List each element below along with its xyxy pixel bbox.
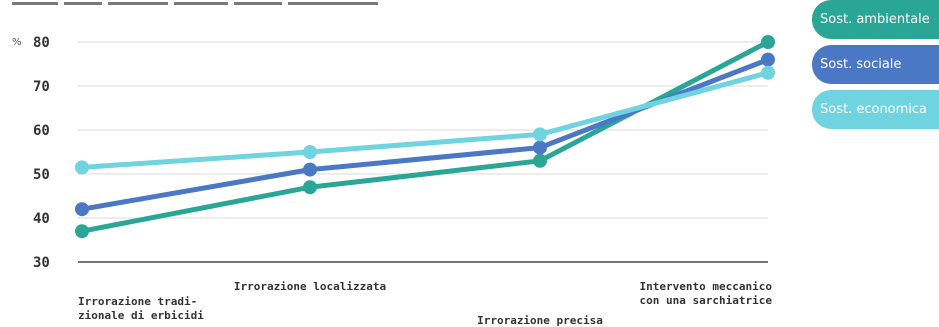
y-tick-label: 50 <box>33 167 50 183</box>
series-lines <box>79 39 771 234</box>
y-axis-unit: % <box>12 37 22 48</box>
legend: Sost. ambientale Sost. sociale Sost. econo… <box>812 0 939 129</box>
data-point <box>303 145 317 159</box>
category-label: Irrorazione tradi-zionale di erbicidi <box>78 295 204 322</box>
data-point <box>75 160 89 175</box>
data-point <box>761 35 775 49</box>
data-point <box>761 65 775 80</box>
data-point <box>533 140 547 155</box>
cropped-title <box>12 0 412 5</box>
series-line <box>79 39 771 234</box>
y-tick-label: 40 <box>33 211 50 227</box>
legend-item: Sost. economica <box>812 90 939 129</box>
data-point <box>533 127 547 142</box>
category-labels: Irrorazione tradi-zionale di erbicidi Irr… <box>78 280 772 327</box>
category-label: Intervento meccanico con una sarchiatrice <box>640 280 773 307</box>
legend-item: Sost. ambientale <box>812 0 939 39</box>
data-point <box>533 153 547 168</box>
data-point <box>75 202 89 217</box>
data-point <box>75 224 89 239</box>
category-label: Irrorazione localizzata <box>234 280 386 293</box>
gridlines <box>78 41 768 263</box>
series-line <box>79 57 771 212</box>
series-line <box>79 70 771 170</box>
data-point <box>761 52 775 67</box>
data-point <box>303 162 317 177</box>
y-tick-labels: 30 40 50 60 70 80 <box>33 35 50 271</box>
legend-item: Sost. sociale <box>812 45 939 84</box>
y-tick-label: 80 <box>33 35 50 51</box>
category-label: Irrorazione precisa <box>477 314 603 327</box>
data-point <box>303 180 317 195</box>
y-tick-label: 60 <box>33 123 50 139</box>
series-points <box>75 35 775 239</box>
y-tick-label: 30 <box>33 255 50 271</box>
y-tick-label: 70 <box>33 79 50 95</box>
